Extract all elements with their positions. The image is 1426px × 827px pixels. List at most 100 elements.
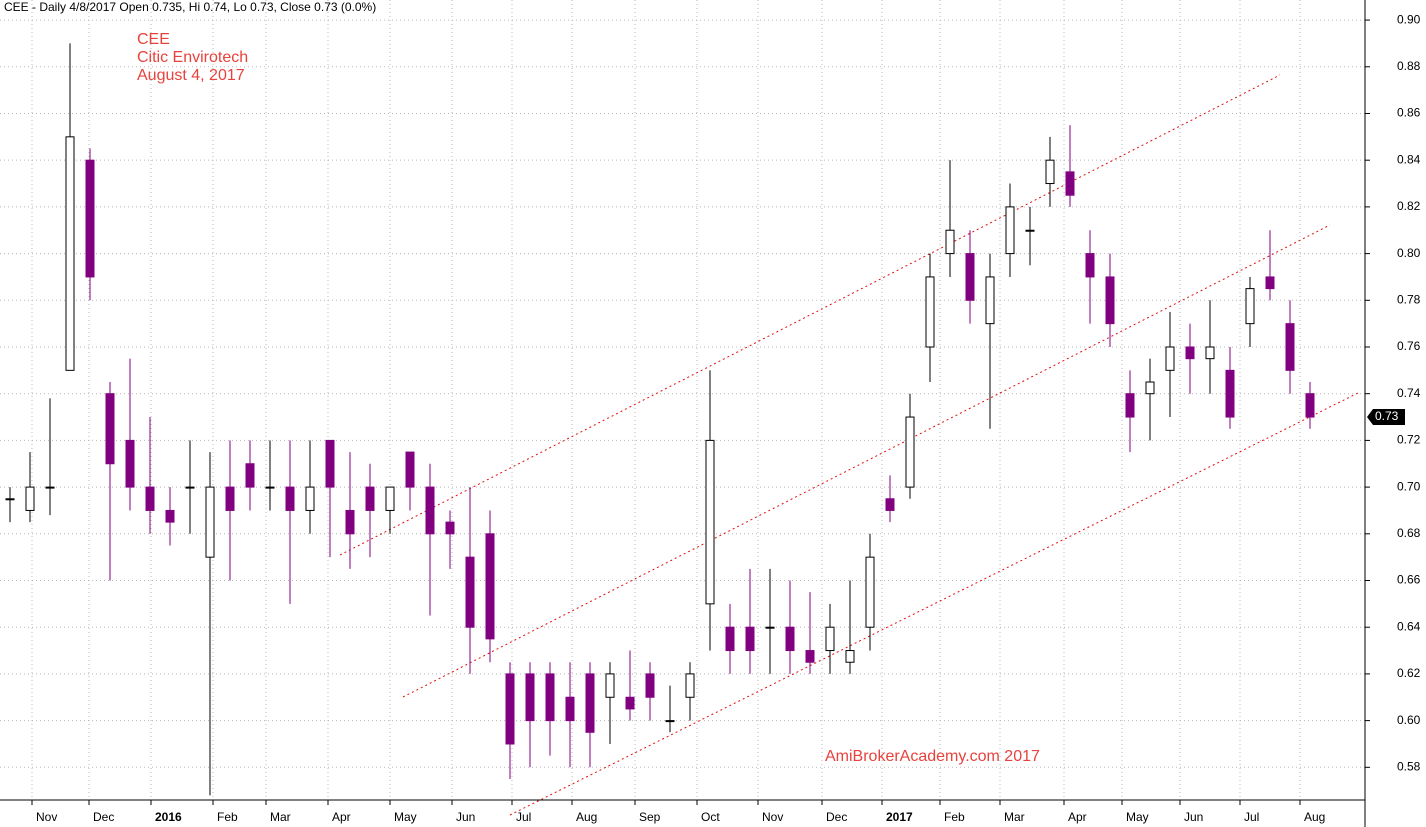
x-tick-label: 2017 [886,810,913,824]
candle-body [245,463,255,488]
candle-body [1185,346,1195,360]
x-tick-label: Feb [944,810,965,824]
y-tick-label: 0.90 [1397,12,1421,26]
x-tick-label: Feb [217,810,238,824]
header: CEE - Daily 4/8/2017 Open 0.735, Hi 0.74… [4,0,376,14]
y-tick-label: 0.64 [1397,619,1421,633]
candle-body [805,650,815,663]
candle-body [5,498,15,501]
candle-body [1245,288,1255,325]
candle-body [165,509,175,523]
y-tick-label: 0.78 [1397,292,1421,306]
candle-body [725,626,735,652]
candle-body [1125,393,1135,418]
x-tick-label: Jul [1244,810,1259,824]
y-tick-label: 0.82 [1397,199,1421,213]
x-tick-label: Dec [826,810,847,824]
watermark: AmiBrokerAcademy.com 2017 [825,748,1040,765]
candle-body [425,486,435,535]
candle-body [1265,276,1275,290]
y-tick-label: 0.68 [1397,526,1421,540]
y-tick-label: 0.88 [1397,59,1421,73]
y-tick-label: 0.66 [1397,573,1421,587]
candle-body [365,486,375,511]
candle-body [1225,369,1235,418]
x-tick-label: Sep [639,810,661,824]
candle-body [405,451,415,488]
candle-body [965,253,975,301]
y-tick-label: 0.84 [1397,152,1421,166]
bars [5,43,1315,796]
candle-body [785,626,795,652]
candle-body [985,276,995,325]
y-tick-label: 0.62 [1397,666,1421,680]
candle-body [1145,381,1155,395]
candle-body [525,673,535,722]
last-price-marker [1367,409,1405,426]
candle-body [745,626,755,652]
y-tick-label: 0.74 [1397,386,1421,400]
candle-body [1165,346,1175,371]
candle-body [265,486,275,489]
x-tick-label: Jul [516,810,531,824]
trend-line [509,391,1361,816]
candle-body [285,486,295,511]
candle-body [85,159,95,278]
candle-body [585,673,595,733]
candle-body [685,673,695,698]
x-tick-label: Nov [762,810,783,824]
x-tick-label: Apr [332,810,351,824]
y-tick-label: 0.58 [1397,759,1421,773]
candle-body [1105,276,1115,325]
candle-body [605,673,615,698]
axes: 0.58 0.60 0.62 0.64 0.66 0.68 0.70 0.72 0.74 0.76… [31,12,1421,824]
y-tick-label: 0.80 [1397,246,1421,260]
x-tick-label: Jun [1184,810,1203,824]
candle-body [1045,159,1055,185]
candle-body [1205,346,1215,360]
x-tick-label: Nov [36,810,57,824]
candle-body [465,556,475,628]
candle-body [905,416,915,488]
candle-body [845,650,855,663]
x-tick-label: Aug [1304,810,1325,824]
candle-body [105,393,115,465]
last-price-label: 0.73 [1375,409,1399,423]
candle-body [345,509,355,535]
candle-body [225,486,235,511]
candle-body [885,498,895,511]
candle-body [325,439,335,488]
candle-body [1005,206,1015,255]
candle-body [1305,393,1315,418]
x-tick-label: 2016 [155,810,182,824]
candle-body [185,486,195,489]
annotation: CEE [137,31,170,48]
candle-body [205,486,215,558]
x-tick-label: Aug [576,810,597,824]
candle-body [565,696,575,722]
candle-body [925,276,935,348]
candle-body [385,486,395,511]
annotation: August 4, 2017 [137,67,245,84]
candle-body [945,229,955,255]
x-tick-label: May [1126,810,1149,824]
y-tick-label: 0.76 [1397,339,1421,353]
x-tick-label: Dec [93,810,114,824]
candle-body [825,626,835,652]
candle-body [145,486,155,511]
y-tick-label: 0.60 [1397,713,1421,727]
annotation: Citic Envirotech [137,49,248,66]
grid [0,0,1365,800]
candle-body [485,533,495,640]
candle-body [445,521,455,535]
x-tick-label: Mar [270,810,291,824]
candle-body [65,136,75,371]
candle-body [125,439,135,488]
candle-body [545,673,555,722]
candle-body [625,696,635,710]
candle-body [1285,323,1295,371]
candle-body [45,486,55,489]
x-tick-label: Jun [456,810,475,824]
y-tick-label: 0.86 [1397,106,1421,120]
